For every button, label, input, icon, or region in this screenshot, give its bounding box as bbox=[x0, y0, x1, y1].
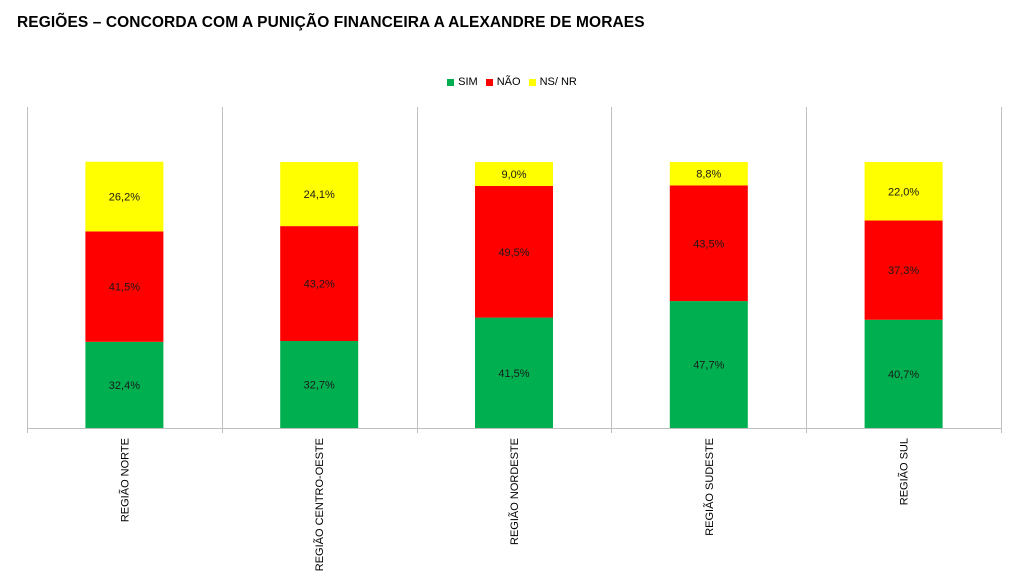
chart-title: REGIÕES – CONCORDA COM A PUNIÇÃO FINANCE… bbox=[17, 14, 645, 31]
bar-segment-n-o bbox=[475, 185, 553, 318]
legend-item-nao: NÃO bbox=[485, 76, 521, 88]
data-label: 47,7% bbox=[693, 360, 724, 372]
legend-label-nao: NÃO bbox=[496, 76, 521, 88]
data-label: 41,5% bbox=[498, 368, 529, 380]
data-label: 41,5% bbox=[109, 282, 140, 294]
data-label: 22,0% bbox=[888, 186, 919, 198]
data-label: 43,2% bbox=[304, 279, 335, 291]
data-label: 24,1% bbox=[304, 189, 335, 201]
legend-label-sim: SIM bbox=[458, 76, 478, 88]
category-label: REGIÃO SUDESTE bbox=[703, 438, 716, 536]
data-label: 37,3% bbox=[888, 265, 919, 277]
category-label: REGIÃO NORTE bbox=[118, 438, 131, 522]
legend-swatch-nsnr bbox=[528, 78, 536, 86]
legend-label-nsnr: NS/ NR bbox=[539, 76, 577, 88]
bar-segment-n-o bbox=[85, 231, 164, 342]
bar-segment-sim bbox=[864, 319, 943, 428]
legend-swatch-sim bbox=[447, 78, 455, 86]
bar-segment-ns-nr bbox=[85, 161, 164, 232]
category-label: REGIÃO SUL bbox=[898, 438, 911, 505]
legend-swatch-nao bbox=[485, 78, 493, 86]
bar-segment-sim bbox=[669, 301, 748, 428]
bar-segment-ns-nr bbox=[475, 162, 553, 186]
data-label: 49,5% bbox=[498, 247, 529, 259]
data-label: 26,2% bbox=[109, 192, 140, 204]
chart-legend: SIM NÃO NS/ NR bbox=[0, 76, 1024, 88]
data-label: 32,4% bbox=[109, 380, 140, 392]
data-label: 8,8% bbox=[696, 169, 721, 181]
data-label: 9,0% bbox=[501, 169, 526, 181]
bar-segment-n-o bbox=[669, 185, 748, 302]
bar-segment-n-o bbox=[280, 226, 359, 342]
category-label: REGIÃO CENTRO-OESTE bbox=[313, 438, 326, 571]
bar-segment-sim bbox=[280, 341, 359, 428]
bar-segment-n-o bbox=[864, 220, 943, 320]
bar-segment-sim bbox=[85, 341, 164, 428]
bar-segment-sim bbox=[475, 317, 553, 428]
data-label: 40,7% bbox=[888, 369, 919, 381]
legend-item-sim: SIM bbox=[447, 76, 478, 88]
bar-segment-ns-nr bbox=[280, 162, 359, 227]
bar-segment-ns-nr bbox=[669, 162, 748, 186]
category-label: REGIÃO NORDESTE bbox=[508, 438, 521, 545]
legend-item-nsnr: NS/ NR bbox=[528, 76, 577, 88]
data-label: 43,5% bbox=[693, 238, 724, 250]
bar-segment-ns-nr bbox=[864, 162, 943, 221]
data-label: 32,7% bbox=[304, 380, 335, 392]
